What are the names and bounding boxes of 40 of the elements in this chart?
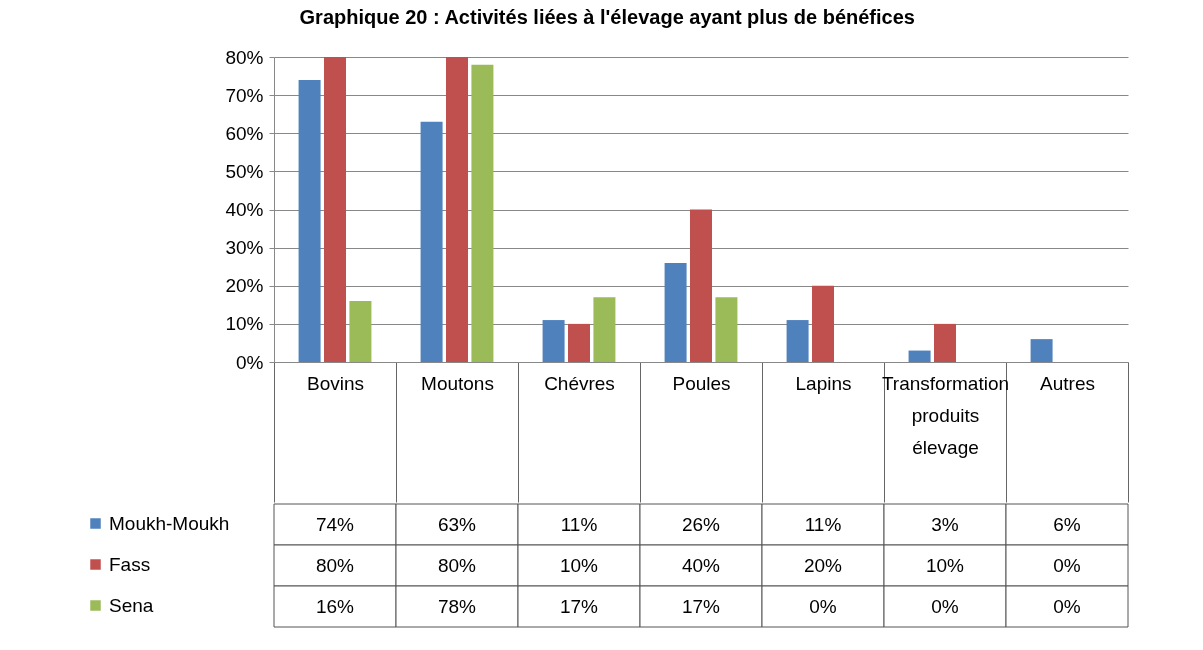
legend-label: Sena	[109, 594, 154, 616]
data-label: 3%	[931, 513, 959, 535]
data-label: 11%	[804, 513, 842, 535]
data-label: 74%	[315, 513, 355, 535]
x-tick-label: Moutons	[421, 372, 494, 394]
data-label: 10%	[925, 554, 965, 576]
data-label: 26%	[681, 513, 721, 535]
x-tick-label: Chévres	[544, 372, 615, 394]
y-tick-label: 80%	[225, 46, 264, 68]
y-tick-label: 20%	[225, 275, 264, 297]
y-tick-label: 60%	[225, 122, 264, 144]
data-label: 78%	[437, 595, 477, 617]
data-label: 17%	[681, 595, 721, 617]
data-label: 0%	[1053, 595, 1081, 617]
data-label: 0%	[1053, 554, 1081, 576]
x-tick-label: Bovins	[306, 372, 365, 394]
legend-label: Moukh-Moukh	[109, 512, 230, 534]
data-label: 80%	[315, 554, 355, 576]
data-label: 63%	[437, 513, 477, 535]
data-label: 6%	[1053, 513, 1081, 535]
data-label: 10%	[559, 554, 599, 576]
y-tick-label: 50%	[225, 160, 264, 182]
data-label: 0%	[931, 595, 959, 617]
x-tick-label: Lapins	[795, 372, 852, 394]
data-label: 40%	[681, 554, 721, 576]
x-tick-label: Autres	[1040, 372, 1095, 394]
x-tick-label: Poules	[672, 372, 731, 394]
data-label: 16%	[315, 595, 355, 617]
y-tick-label: 30%	[225, 237, 264, 259]
y-tick-label: 10%	[225, 313, 264, 335]
y-tick-label: 0%	[236, 351, 264, 373]
y-tick-label: 40%	[225, 199, 264, 220]
chart-title: Graphique 20 : Activités liées à l'élevage ayant plus de bénéfices	[299, 6, 915, 28]
y-tick-label: 70%	[225, 84, 264, 106]
data-label: 11%	[560, 513, 598, 535]
data-label: 20%	[803, 554, 843, 576]
legend-label: Fass	[109, 553, 151, 575]
data-label: 17%	[559, 595, 599, 617]
data-label: 80%	[437, 554, 477, 576]
data-label: 0%	[809, 595, 837, 617]
